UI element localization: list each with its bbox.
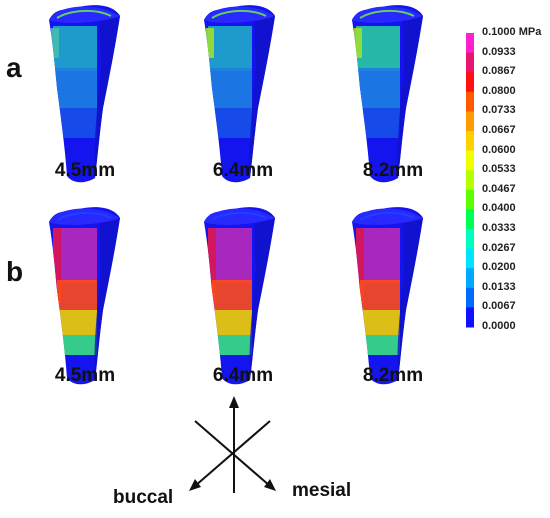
colorbar-segment xyxy=(466,72,474,93)
colorbar-segment xyxy=(466,170,474,191)
colorbar-tick-label: 0.0867 xyxy=(482,65,516,78)
size-label-a-3: 8.2mm xyxy=(362,160,424,181)
colorbar-tick-label: 0.0200 xyxy=(482,261,516,274)
colorbar-tick-label: 0.0667 xyxy=(482,124,516,136)
arrow-up-icon xyxy=(229,396,239,408)
colorbar-tick-label: 0.0800 xyxy=(482,84,516,97)
colorbar-segment xyxy=(466,307,474,328)
size-label-a-2: 6.4mm xyxy=(212,160,274,181)
colorbar-segment xyxy=(466,52,474,73)
colorbar-tick-label: 0.0067 xyxy=(482,300,516,313)
colorbar-tick-label: 0.0533 xyxy=(482,163,516,176)
orientation-compass xyxy=(189,396,276,493)
row-label-b: b xyxy=(6,256,24,287)
row-label-a: a xyxy=(6,52,22,83)
colorbar-tick-label: 0.0467 xyxy=(482,182,516,195)
colorbar-tick-label: 0.0933 xyxy=(482,45,516,58)
colorbar-tick-label: 0.0133 xyxy=(482,280,516,293)
axis-buccal xyxy=(194,420,271,487)
colorbar-tick-label: 0.0000 xyxy=(482,320,516,332)
colorbar-segment xyxy=(466,111,474,132)
colorbar-segment xyxy=(466,209,474,230)
colorbar-tick-label: 0.0733 xyxy=(482,104,516,117)
colorbar xyxy=(466,33,474,328)
tooth-model xyxy=(204,207,275,385)
colorbar-tick-label: 0.0333 xyxy=(482,222,516,234)
colorbar-tick-label: 0.0600 xyxy=(482,143,516,156)
size-label-a-1: 4.5mm xyxy=(54,160,116,181)
tooth-model xyxy=(204,5,275,183)
size-label-b-1: 4.5mm xyxy=(54,365,116,386)
colorbar-segment xyxy=(466,131,474,152)
arrow-mesial-icon xyxy=(264,479,276,491)
colorbar-segment xyxy=(466,91,474,112)
size-label-b-3: 8.2mm xyxy=(362,365,424,386)
colorbar-segment xyxy=(466,229,474,250)
tooth-model xyxy=(352,5,423,183)
colorbar-segment xyxy=(466,248,474,269)
colorbar-tick-label: 0.0400 xyxy=(482,202,516,215)
tooth-model xyxy=(352,207,423,385)
colorbar-segment xyxy=(466,287,474,308)
arrow-buccal-icon xyxy=(189,479,201,491)
colorbar-segment xyxy=(466,268,474,289)
tooth-model xyxy=(49,5,120,183)
colorbar-tick-label: 0.1000 MPa xyxy=(482,26,542,38)
colorbar-tick-label: 0.0267 xyxy=(482,241,516,254)
label-buccal: buccal xyxy=(113,487,174,508)
size-label-b-2: 6.4mm xyxy=(212,365,274,386)
tooth-model xyxy=(49,207,120,385)
label-mesial: mesial xyxy=(292,480,352,501)
colorbar-segment xyxy=(466,33,474,54)
colorbar-segment xyxy=(466,150,474,171)
colorbar-segment xyxy=(466,189,474,210)
